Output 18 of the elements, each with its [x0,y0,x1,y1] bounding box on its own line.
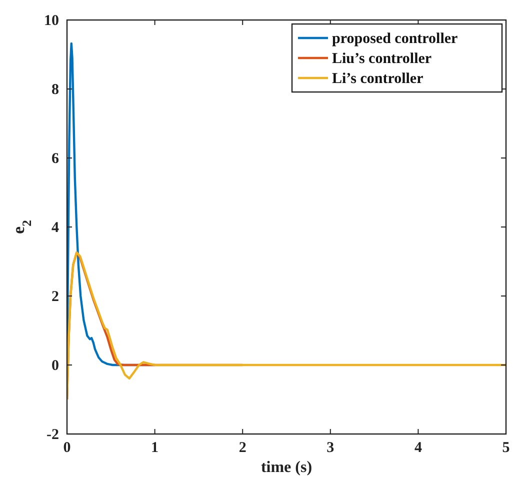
x-axis-title: time (s) [260,459,312,476]
x-tick-label: 4 [414,440,422,456]
y-tick-label: -2 [46,427,59,443]
legend-label: Liu’s controller [332,51,432,67]
y-tick-label: 8 [52,82,59,98]
y-tick-label: 0 [52,358,59,374]
y-tick-label: 10 [44,13,59,29]
x-tick-label: 2 [238,440,246,456]
y-tick-label: 4 [52,220,60,236]
y-tick-label: 6 [52,151,60,167]
line-series [67,251,506,401]
y-tick-label: 2 [52,289,59,305]
x-tick-label: 0 [63,440,71,456]
legend-label: proposed controller [332,31,458,47]
legend-label: Li’s controller [332,71,424,87]
x-tick-label: 5 [502,440,510,456]
x-tick-label: 3 [326,440,334,456]
x-tick-label: 1 [151,440,159,456]
